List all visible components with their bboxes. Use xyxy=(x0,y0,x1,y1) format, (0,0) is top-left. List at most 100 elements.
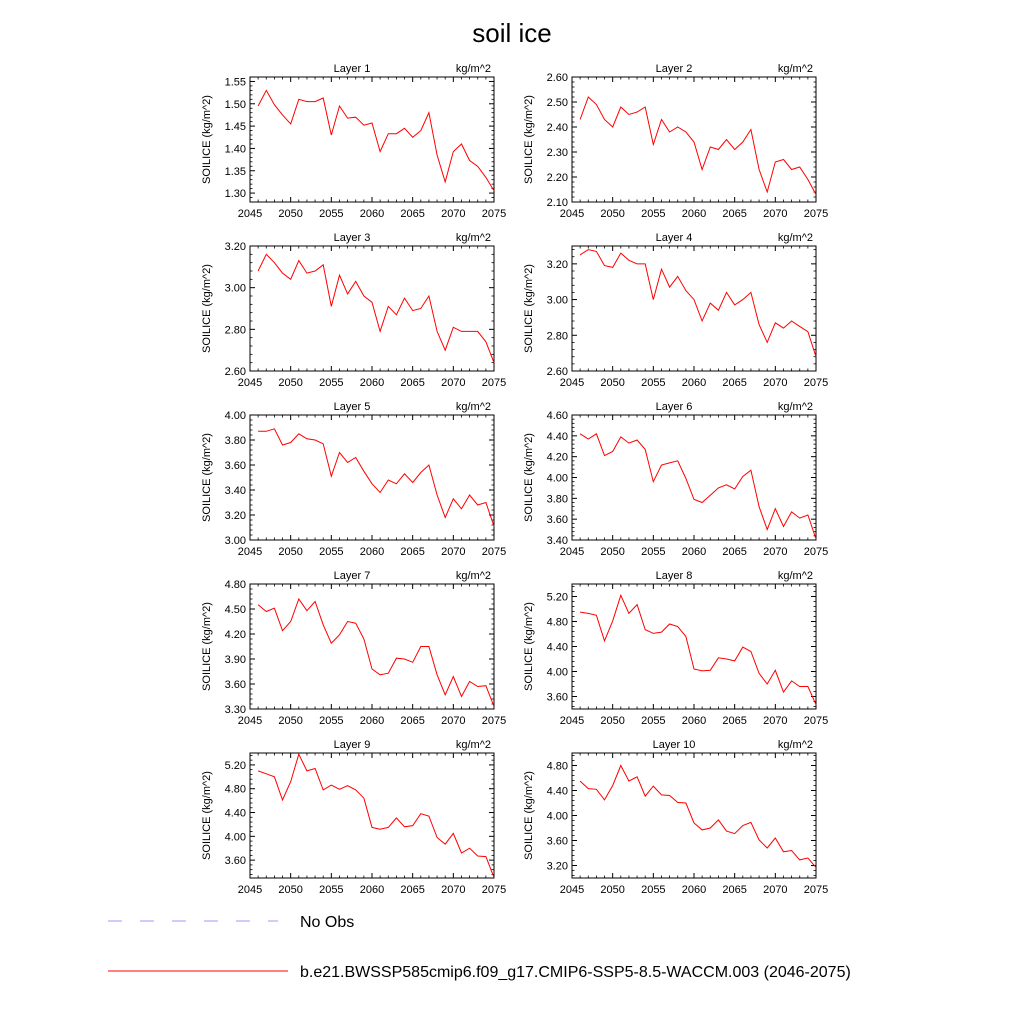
series-line xyxy=(579,764,817,868)
panel-units: kg/m^2 xyxy=(778,739,813,751)
panel-title: Layer 10 xyxy=(653,739,696,751)
x-tick-label: 2055 xyxy=(641,208,665,220)
x-tick-label: 2050 xyxy=(600,377,624,389)
y-tick-label: 4.80 xyxy=(547,761,568,773)
x-tick-label: 2075 xyxy=(804,377,828,389)
x-tick-label: 2065 xyxy=(400,208,424,220)
y-tick-label: 3.80 xyxy=(225,435,246,447)
y-tick-label: 3.20 xyxy=(547,861,568,873)
y-axis-label: SOILICE (kg/m^2) xyxy=(201,433,213,522)
series-line xyxy=(257,253,495,363)
y-axis-label: SOILICE (kg/m^2) xyxy=(523,771,535,860)
x-tick-label: 2075 xyxy=(482,377,506,389)
plot-frame xyxy=(571,245,817,372)
x-tick-label: 2045 xyxy=(560,377,584,389)
panel-layer-5: Layer 5 kg/m^2 SOILICE (kg/m^2) 2045 2050 205… xyxy=(201,401,506,558)
panel-units: kg/m^2 xyxy=(456,401,491,413)
y-tick-label: 3.30 xyxy=(225,704,246,716)
y-tick-label: 1.45 xyxy=(225,121,246,133)
series-line xyxy=(257,89,495,192)
x-tick-label: 2065 xyxy=(722,546,746,558)
panel-layer-4: Layer 4 kg/m^2 SOILICE (kg/m^2) 2045 2050 205… xyxy=(523,232,828,389)
y-tick-label: 3.00 xyxy=(547,295,568,307)
x-tick-label: 2060 xyxy=(682,884,706,896)
x-tick-label: 2070 xyxy=(763,546,787,558)
panel-units: kg/m^2 xyxy=(778,63,813,75)
x-tick-label: 2045 xyxy=(238,884,262,896)
panel-layer-10: Layer 10 kg/m^2 SOILICE (kg/m^2) 2045 2050 20… xyxy=(523,739,828,896)
y-axis-label: SOILICE (kg/m^2) xyxy=(523,602,535,691)
y-tick-label: 4.20 xyxy=(547,452,568,464)
x-tick-label: 2060 xyxy=(360,546,384,558)
y-tick-label: 4.80 xyxy=(225,579,246,591)
x-tick-label: 2075 xyxy=(482,715,506,727)
y-tick-label: 1.35 xyxy=(225,166,246,178)
panel-units: kg/m^2 xyxy=(456,232,491,244)
x-tick-label: 2055 xyxy=(319,715,343,727)
y-tick-label: 4.40 xyxy=(225,808,246,820)
y-tick-label: 3.60 xyxy=(225,460,246,472)
x-tick-label: 2065 xyxy=(400,377,424,389)
y-tick-label: 4.40 xyxy=(547,431,568,443)
y-axis-label: SOILICE (kg/m^2) xyxy=(201,95,213,184)
x-tick-label: 2075 xyxy=(482,208,506,220)
y-tick-label: 3.60 xyxy=(547,514,568,526)
x-tick-label: 2045 xyxy=(560,884,584,896)
panel-units: kg/m^2 xyxy=(456,739,491,751)
x-tick-label: 2050 xyxy=(600,546,624,558)
x-tick-label: 2055 xyxy=(319,884,343,896)
x-tick-label: 2075 xyxy=(804,208,828,220)
y-tick-label: 3.60 xyxy=(225,855,246,867)
x-tick-label: 2060 xyxy=(360,208,384,220)
y-tick-label: 2.60 xyxy=(547,72,568,84)
x-tick-label: 2060 xyxy=(360,377,384,389)
y-tick-label: 4.50 xyxy=(225,604,246,616)
y-tick-label: 1.55 xyxy=(225,76,246,88)
panel-title: Layer 6 xyxy=(656,401,693,413)
panel-units: kg/m^2 xyxy=(456,570,491,582)
x-tick-label: 2075 xyxy=(482,884,506,896)
x-tick-label: 2065 xyxy=(722,377,746,389)
x-tick-label: 2050 xyxy=(278,546,302,558)
y-tick-label: 2.60 xyxy=(225,366,246,378)
series-line xyxy=(257,752,495,878)
y-tick-label: 4.00 xyxy=(547,667,568,679)
x-tick-label: 2060 xyxy=(682,208,706,220)
x-tick-label: 2065 xyxy=(400,884,424,896)
x-tick-label: 2050 xyxy=(600,884,624,896)
y-tick-label: 2.30 xyxy=(547,147,568,159)
x-tick-label: 2060 xyxy=(360,884,384,896)
y-tick-label: 3.40 xyxy=(547,535,568,547)
plot-frame xyxy=(249,414,495,541)
panel-layer-6: Layer 6 kg/m^2 SOILICE (kg/m^2) 2045 2050 205… xyxy=(523,401,828,558)
y-tick-label: 5.20 xyxy=(547,592,568,604)
x-tick-label: 2070 xyxy=(441,884,465,896)
x-tick-label: 2045 xyxy=(238,377,262,389)
y-tick-label: 3.60 xyxy=(547,836,568,848)
y-tick-label: 3.20 xyxy=(547,259,568,271)
y-tick-label: 2.50 xyxy=(547,97,568,109)
x-tick-label: 2070 xyxy=(763,884,787,896)
y-tick-label: 4.00 xyxy=(225,831,246,843)
panel-title: Layer 8 xyxy=(656,570,693,582)
x-tick-label: 2055 xyxy=(641,884,665,896)
x-tick-label: 2065 xyxy=(722,884,746,896)
y-tick-label: 4.00 xyxy=(547,811,568,823)
y-tick-label: 5.20 xyxy=(225,760,246,772)
x-tick-label: 2065 xyxy=(400,715,424,727)
x-tick-label: 2055 xyxy=(641,377,665,389)
x-tick-label: 2060 xyxy=(682,546,706,558)
x-tick-label: 2045 xyxy=(238,546,262,558)
y-tick-label: 4.60 xyxy=(547,410,568,422)
y-tick-label: 1.30 xyxy=(225,188,246,200)
x-tick-label: 2070 xyxy=(763,715,787,727)
plot-frame xyxy=(571,76,817,203)
series-line xyxy=(258,428,495,527)
x-tick-label: 2070 xyxy=(441,208,465,220)
panel-title: Layer 4 xyxy=(656,232,693,244)
panel-units: kg/m^2 xyxy=(778,401,813,413)
x-tick-label: 2045 xyxy=(560,546,584,558)
series-line xyxy=(579,96,817,195)
series-line xyxy=(257,597,495,707)
x-tick-label: 2045 xyxy=(238,208,262,220)
